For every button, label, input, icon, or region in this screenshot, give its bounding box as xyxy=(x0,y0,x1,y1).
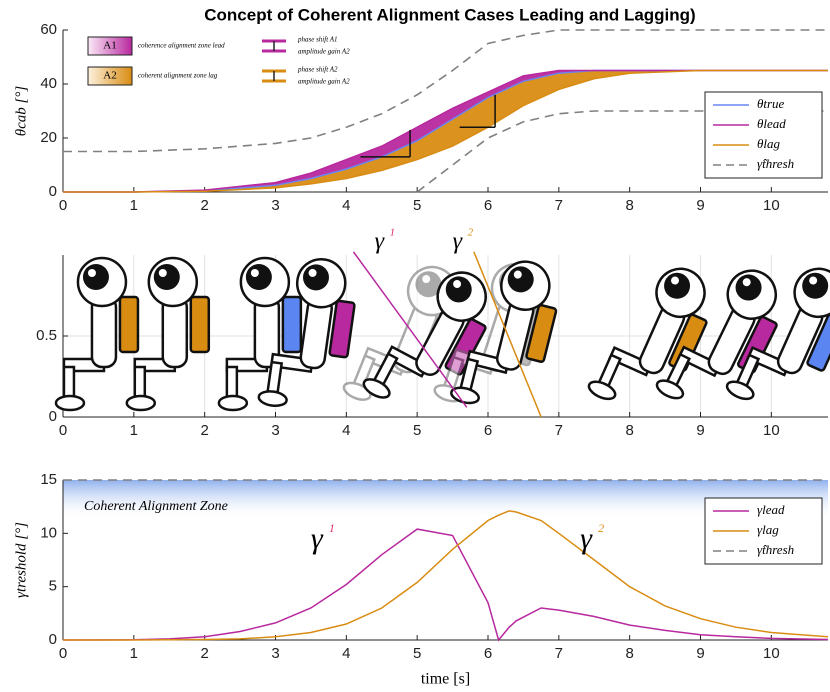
gamma-sup: 1 xyxy=(390,227,396,239)
gamma-sup: 1 xyxy=(329,521,335,535)
x-tick-label: 2 xyxy=(200,645,208,662)
backpack xyxy=(191,297,209,352)
x-tick-label: 9 xyxy=(696,645,704,662)
x-tick-label: 7 xyxy=(555,645,563,662)
x-tick-label: 4 xyxy=(342,645,350,662)
boot xyxy=(127,396,155,410)
x-tick-label: 7 xyxy=(555,422,563,439)
x-tick-label: 7 xyxy=(555,197,563,214)
gamma-label: γ xyxy=(580,522,593,555)
x-tick-label: 6 xyxy=(484,645,492,662)
panel: 0 1 2 3 4 5 6 7 8 9 10 0 20 40 60 θcab [°] θtrue θlead θla… xyxy=(13,21,828,214)
patch-label: A1 xyxy=(103,40,116,52)
boot xyxy=(56,396,84,410)
x-tick-label: 9 xyxy=(696,197,704,214)
x-tick-label: 10 xyxy=(763,197,780,214)
icon-desc: amplitude gain A2 xyxy=(298,48,350,56)
x-tick-label: 3 xyxy=(271,645,279,662)
x-tick-label: 8 xyxy=(625,197,633,214)
legend-label: θlead xyxy=(757,116,786,131)
x-tick-label: 3 xyxy=(271,422,279,439)
x-tick-label: 9 xyxy=(696,422,704,439)
boot xyxy=(258,390,288,408)
eye xyxy=(154,264,180,290)
panel: 0 1 2 3 4 5 6 7 8 9 10 0 5 10 15 γtreshold [°] time [s] γ… xyxy=(13,471,828,688)
gamma-sup: 2 xyxy=(598,521,604,535)
legend-label: γ̂thresh xyxy=(757,156,794,171)
x-tick-label: 1 xyxy=(130,197,138,214)
patch-desc: coherent alignment zone lag xyxy=(138,72,218,80)
legend-label: γlead xyxy=(757,502,785,517)
gamma-label: γ xyxy=(375,229,385,255)
eye-glint xyxy=(159,269,167,277)
eye xyxy=(83,264,109,290)
boot xyxy=(586,378,617,402)
x-tick-label: 4 xyxy=(342,197,350,214)
eye-glint xyxy=(88,269,96,277)
y-tick-label: 0 xyxy=(49,408,57,425)
x-axis-label: time [s] xyxy=(421,671,470,688)
y-tick-label: 0 xyxy=(49,631,57,648)
icon-desc: phase shift A2 xyxy=(297,66,338,74)
boot xyxy=(219,396,247,410)
legend-label: γ̂thresh xyxy=(757,542,794,557)
y-tick-label: 60 xyxy=(40,21,57,38)
x-tick-label: 0 xyxy=(59,197,67,214)
x-tick-label: 2 xyxy=(200,422,208,439)
boot xyxy=(654,377,685,402)
y-tick-label: 10 xyxy=(40,524,57,541)
y-axis-label: θcab [°] xyxy=(13,86,29,137)
y-axis-label: γtreshold [°] xyxy=(13,522,29,598)
eye-glint xyxy=(251,269,259,277)
astronaut xyxy=(56,258,138,410)
backpack xyxy=(120,297,138,352)
y-tick-label: 0 xyxy=(49,183,57,200)
gamma-label: γ xyxy=(311,522,324,555)
y-tick-label: 40 xyxy=(40,75,57,92)
x-tick-label: 3 xyxy=(271,197,279,214)
x-tick-label: 8 xyxy=(625,645,633,662)
icon-desc: amplitude gain A2 xyxy=(298,78,350,86)
gamma-sup: 2 xyxy=(468,227,474,239)
astronaut xyxy=(219,258,301,410)
legend-label: θlag xyxy=(757,136,780,151)
x-tick-label: 6 xyxy=(484,422,492,439)
legend-label: γlag xyxy=(757,522,779,537)
y-tick-label: 20 xyxy=(40,129,57,146)
boot xyxy=(450,385,481,405)
x-tick-label: 0 xyxy=(59,645,67,662)
x-tick-label: 10 xyxy=(763,422,780,439)
y-tick-label: 0.5 xyxy=(36,327,57,344)
x-tick-label: 0 xyxy=(59,422,67,439)
backpack xyxy=(283,297,301,352)
x-tick-label: 2 xyxy=(200,197,208,214)
x-tick-label: 5 xyxy=(413,645,421,662)
x-tick-label: 1 xyxy=(130,645,138,662)
body xyxy=(163,297,187,367)
boot xyxy=(725,378,756,402)
y-tick-label: 5 xyxy=(49,578,57,595)
y-tick-label: 15 xyxy=(40,471,57,488)
x-tick-label: 8 xyxy=(625,422,633,439)
x-tick-label: 5 xyxy=(413,197,421,214)
x-tick-label: 1 xyxy=(130,422,138,439)
icon-desc: phase shift A1 xyxy=(297,36,338,44)
chart-title: Concept of Coherent Alignment Cases Lead… xyxy=(204,5,695,24)
gamma-label: γ xyxy=(453,229,463,255)
patch-label: A2 xyxy=(103,70,116,82)
astronaut xyxy=(586,252,723,424)
x-tick-label: 6 xyxy=(484,197,492,214)
legend-label: θtrue xyxy=(757,96,785,111)
x-tick-label: 5 xyxy=(413,422,421,439)
eye xyxy=(246,264,272,290)
patch-desc: coherence alignment zone lead xyxy=(138,42,225,50)
x-tick-label: 10 xyxy=(763,645,780,662)
figure: Concept of Coherent Alignment Cases Lead… xyxy=(0,0,830,692)
backpack xyxy=(329,301,354,358)
body xyxy=(92,297,116,367)
zone-label: Coherent Alignment Zone xyxy=(84,499,228,514)
x-tick-label: 4 xyxy=(342,422,350,439)
